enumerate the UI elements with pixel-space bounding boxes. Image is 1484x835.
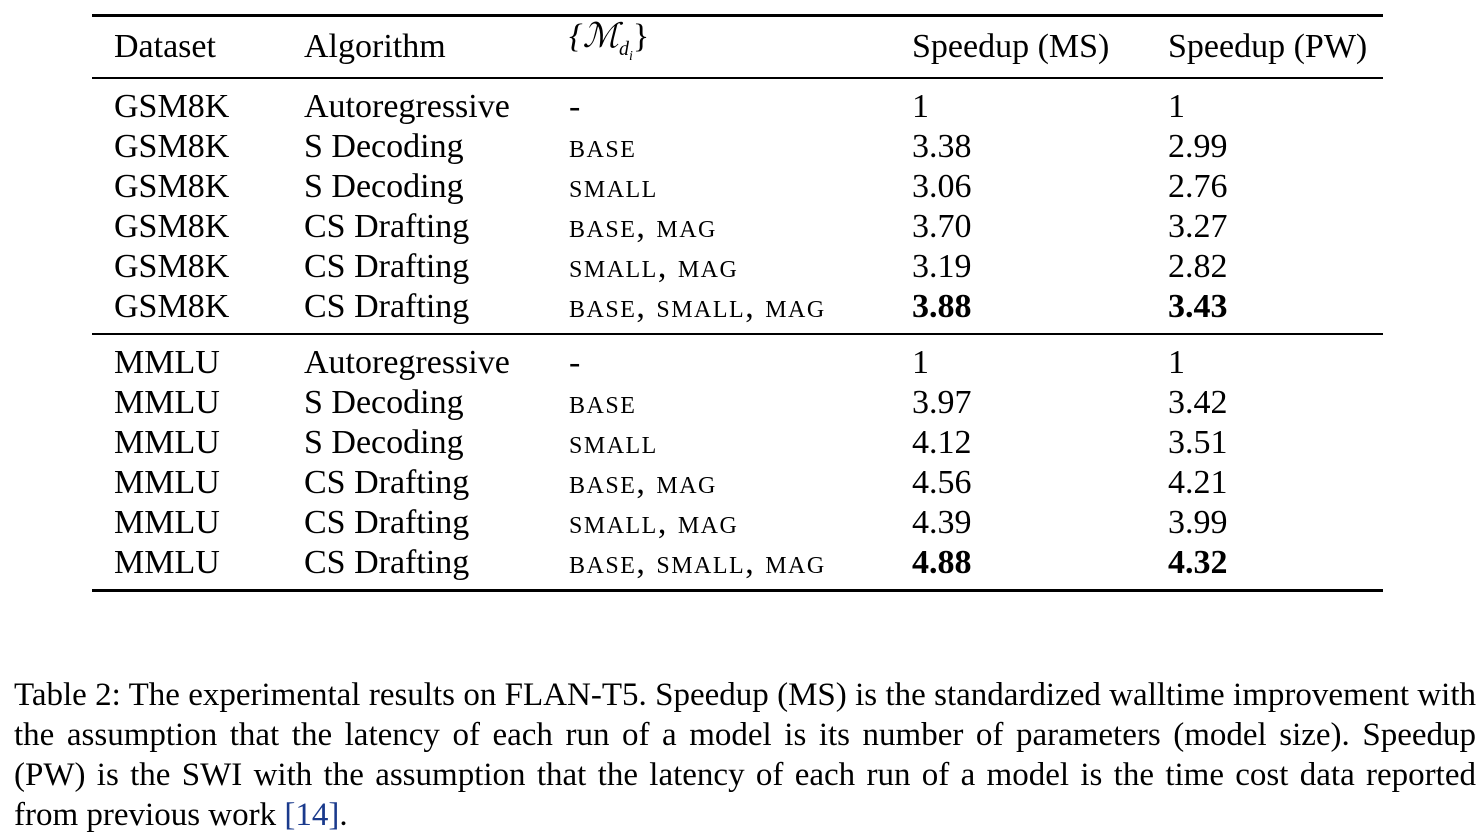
cell-models: -	[569, 344, 581, 381]
cell-models: base	[569, 128, 637, 165]
cell-speedup-pw: 1	[1168, 88, 1185, 125]
cell-models: small	[569, 424, 658, 461]
table-row: GSM8K S Decoding base 3.38 2.99	[92, 127, 1383, 167]
cell-algorithm: Autoregressive	[304, 344, 510, 381]
cell-models: small, mag	[569, 248, 739, 285]
caption-text: Table 2: The experimental results on FLA…	[14, 677, 1476, 833]
cell-speedup-ms: 4.56	[912, 464, 972, 501]
cell-speedup-ms: 3.97	[912, 384, 972, 421]
table-row: MMLU CS Drafting small, mag 4.39 3.99	[92, 503, 1383, 543]
cell-models: small, mag	[569, 504, 739, 541]
table-row: GSM8K Autoregressive - 1 1	[92, 79, 1383, 127]
cell-dataset: MMLU	[114, 544, 220, 581]
cell-speedup-ms: 3.06	[912, 168, 972, 205]
cell-speedup-pw: 2.76	[1168, 168, 1228, 205]
cell-speedup-pw: 3.99	[1168, 504, 1228, 541]
cell-algorithm: CS Drafting	[304, 248, 470, 285]
cell-speedup-pw: 3.42	[1168, 384, 1228, 421]
cell-algorithm: Autoregressive	[304, 88, 510, 125]
table-row: MMLU S Decoding base 3.97 3.42	[92, 383, 1383, 423]
cell-algorithm: S Decoding	[304, 384, 464, 421]
group-gsm8k: GSM8K Autoregressive - 1 1 GSM8K S Decod…	[92, 79, 1383, 333]
header-row: Dataset Algorithm {ℳdi} Speedup (MS) Spe…	[92, 17, 1383, 77]
cell-dataset: GSM8K	[114, 248, 230, 285]
cell-speedup-ms: 3.19	[912, 248, 972, 285]
cell-algorithm: CS Drafting	[304, 288, 470, 325]
cell-speedup-pw: 3.27	[1168, 208, 1228, 245]
header-models-close: }	[632, 18, 650, 56]
table-row: GSM8K CS Drafting base, mag 3.70 3.27	[92, 207, 1383, 247]
cell-models: base, small, mag	[569, 288, 826, 325]
cell-dataset: GSM8K	[114, 88, 230, 125]
cell-models: -	[569, 88, 581, 125]
header-models-base: {ℳ	[569, 18, 619, 56]
table-row: GSM8K S Decoding small 3.06 2.76	[92, 167, 1383, 207]
cell-dataset: GSM8K	[114, 208, 230, 245]
cell-dataset: GSM8K	[114, 128, 230, 165]
cell-speedup-ms-best: 4.88	[912, 544, 972, 581]
cell-speedup-ms: 4.39	[912, 504, 972, 541]
cell-speedup-pw: 4.21	[1168, 464, 1228, 501]
caption-end: .	[339, 797, 348, 833]
cell-dataset: GSM8K	[114, 288, 230, 325]
table-row: MMLU S Decoding small 4.12 3.51	[92, 423, 1383, 463]
cell-speedup-ms: 1	[912, 88, 929, 125]
cell-speedup-ms: 3.70	[912, 208, 972, 245]
cell-speedup-ms: 4.12	[912, 424, 972, 461]
cell-speedup-pw: 1	[1168, 344, 1185, 381]
table-row: MMLU Autoregressive - 1 1	[92, 335, 1383, 383]
cell-algorithm: S Decoding	[304, 168, 464, 205]
cell-algorithm: CS Drafting	[304, 464, 470, 501]
cell-speedup-ms: 1	[912, 344, 929, 381]
header-dataset: Dataset	[114, 28, 216, 65]
cell-dataset: MMLU	[114, 424, 220, 461]
cell-speedup-ms: 3.38	[912, 128, 972, 165]
group-mmlu: MMLU Autoregressive - 1 1 MMLU S Decodin…	[92, 335, 1383, 589]
bottom-rule	[92, 589, 1383, 592]
header-speedup-ms: Speedup (MS)	[912, 28, 1110, 65]
table-row: GSM8K CS Drafting small, mag 3.19 2.82	[92, 247, 1383, 287]
cell-algorithm: S Decoding	[304, 128, 464, 165]
cell-models: base	[569, 384, 637, 421]
cell-models: base, small, mag	[569, 544, 826, 581]
header-speedup-pw: Speedup (PW)	[1168, 28, 1368, 65]
cell-dataset: MMLU	[114, 504, 220, 541]
cell-dataset: MMLU	[114, 384, 220, 421]
top-rule	[92, 14, 1383, 17]
cell-speedup-pw-best: 3.43	[1168, 288, 1228, 325]
cell-algorithm: CS Drafting	[304, 504, 470, 541]
cell-speedup-pw: 2.82	[1168, 248, 1228, 285]
header-algorithm: Algorithm	[304, 28, 446, 65]
cell-dataset: MMLU	[114, 464, 220, 501]
cell-speedup-pw: 3.51	[1168, 424, 1228, 461]
cell-algorithm: S Decoding	[304, 424, 464, 461]
table-row: GSM8K CS Drafting base, small, mag 3.88 …	[92, 287, 1383, 333]
table-caption: Table 2: The experimental results on FLA…	[14, 675, 1476, 835]
header-rule	[92, 77, 1383, 79]
cell-speedup-pw-best: 4.32	[1168, 544, 1228, 581]
cell-models: base, mag	[569, 464, 717, 501]
group-rule	[92, 333, 1383, 335]
cell-models: small	[569, 168, 658, 205]
citation-link[interactable]: [14]	[284, 797, 340, 833]
results-table: Dataset Algorithm {ℳdi} Speedup (MS) Spe…	[92, 14, 1383, 592]
header-models: {ℳdi}	[569, 17, 912, 77]
cell-dataset: MMLU	[114, 344, 220, 381]
table-row: MMLU CS Drafting base, mag 4.56 4.21	[92, 463, 1383, 503]
cell-speedup-pw: 2.99	[1168, 128, 1228, 165]
cell-speedup-ms-best: 3.88	[912, 288, 972, 325]
header-models-sub: di	[618, 37, 633, 64]
cell-algorithm: CS Drafting	[304, 544, 470, 581]
cell-dataset: GSM8K	[114, 168, 230, 205]
table-row: MMLU CS Drafting base, small, mag 4.88 4…	[92, 543, 1383, 589]
cell-algorithm: CS Drafting	[304, 208, 470, 245]
cell-models: base, mag	[569, 208, 717, 245]
